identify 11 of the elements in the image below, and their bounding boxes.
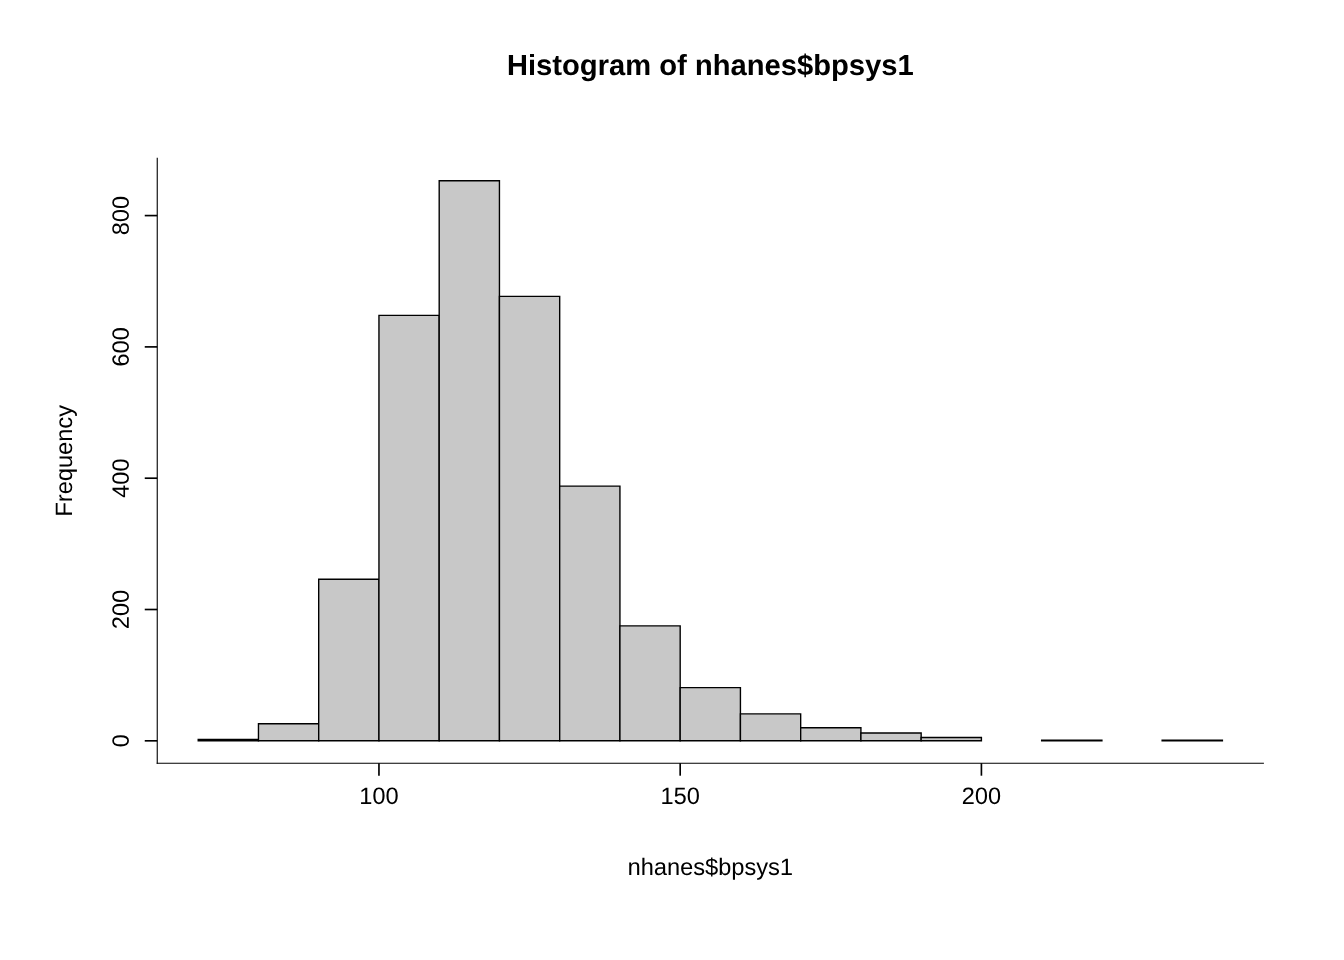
chart-title: Histogram of nhanes$bpsys1 [508, 53, 913, 82]
y-tick-label: 800 [112, 196, 129, 235]
x-tick-label: 200 [962, 787, 1001, 805]
x-tick-label: 150 [662, 787, 699, 805]
y-axis-title: Frequency [55, 405, 77, 515]
y-tick-label: 200 [112, 590, 129, 629]
y-tick-label: 0 [112, 735, 129, 747]
y-tick-label: 400 [112, 459, 129, 498]
y-tick-label: 600 [112, 328, 129, 366]
x-tick-label: 100 [361, 787, 398, 805]
x-axis-title: nhanes$bpsys1 [629, 857, 792, 880]
